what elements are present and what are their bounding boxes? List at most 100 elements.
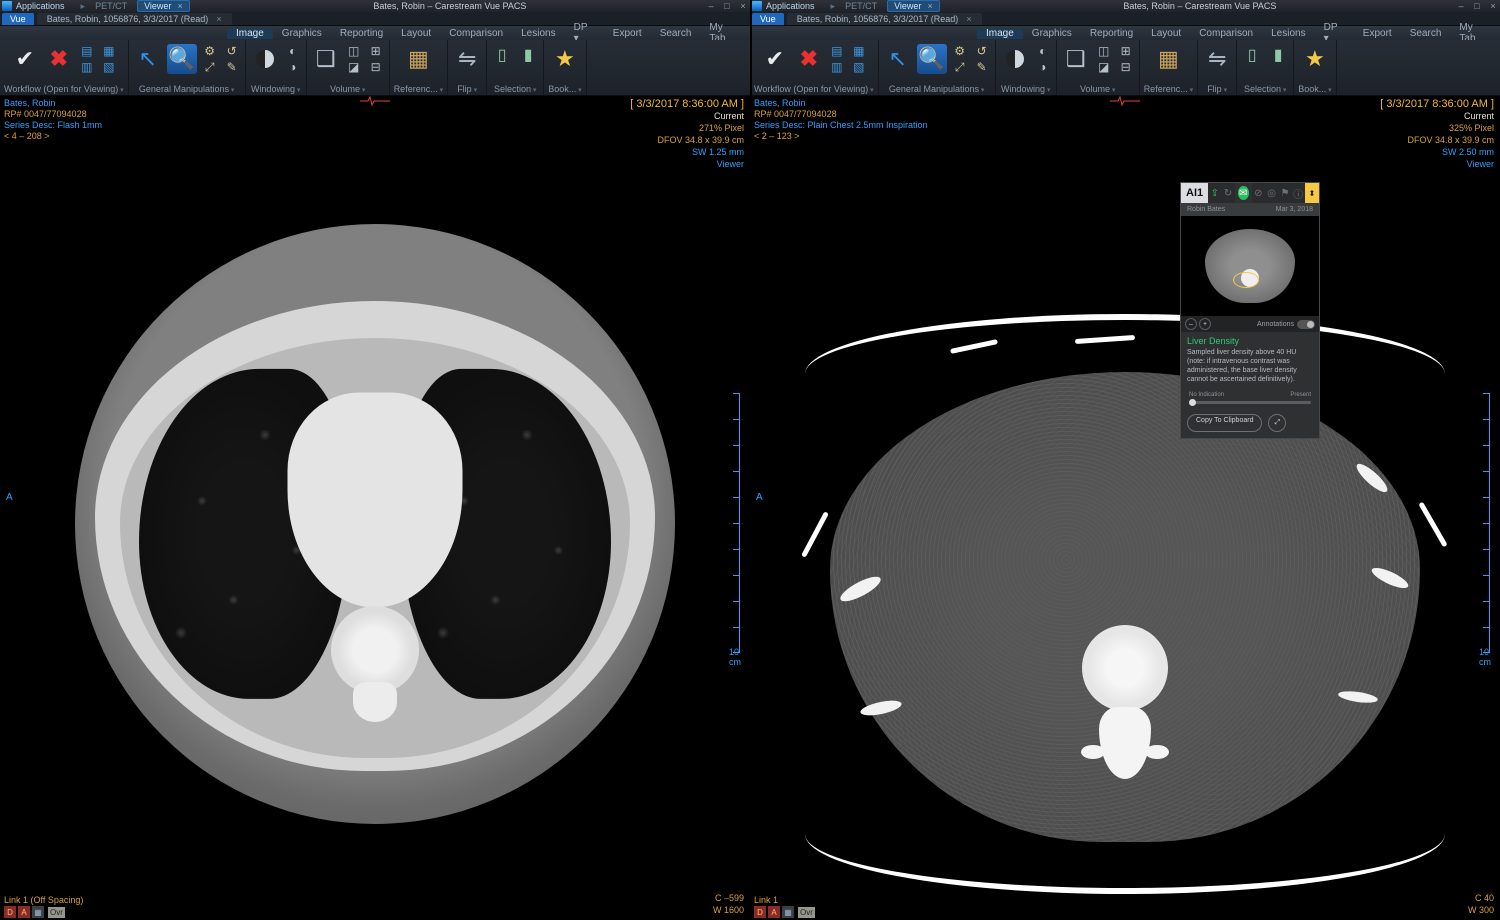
menu-export[interactable]: Export [604, 28, 651, 39]
maximize-button[interactable]: □ [1472, 1, 1482, 11]
minimize-button[interactable]: – [706, 1, 716, 11]
flip-icon[interactable]: ⇋ [452, 44, 482, 74]
image-viewport-right[interactable]: Bates, Robin RP# 0047/77094028 Series De… [750, 96, 1500, 920]
vol4-icon[interactable]: ⊟ [367, 60, 385, 74]
reject-icon[interactable]: ✖ [44, 44, 74, 74]
zoom-icon[interactable]: 🔍 [167, 44, 197, 74]
doc4-icon[interactable]: ▧ [850, 60, 868, 74]
tool1-icon[interactable]: D [4, 906, 16, 918]
doc3-icon[interactable]: ▦ [850, 44, 868, 58]
ai-close-icon[interactable]: ⊘ [1252, 183, 1265, 203]
man3-icon[interactable]: ↺ [973, 44, 991, 58]
ai-thumbnail[interactable] [1181, 216, 1319, 316]
win2-icon[interactable]: ◑ [284, 60, 302, 74]
ai-refresh-icon[interactable]: ↻ [1221, 183, 1234, 203]
doc4-icon[interactable]: ▧ [100, 60, 118, 74]
man2-icon[interactable]: ⤢ [201, 60, 219, 74]
reject-icon[interactable]: ✖ [794, 44, 824, 74]
vol1-icon[interactable]: ◫ [345, 44, 363, 58]
viewer-tab[interactable]: Viewer [137, 0, 190, 12]
image-viewport-left[interactable]: Bates, Robin RP# 0047/77094028 Series De… [0, 96, 750, 920]
win2-icon[interactable]: ◑ [1034, 60, 1052, 74]
man4-icon[interactable]: ✎ [973, 60, 991, 74]
menu-lesions[interactable]: Lesions [1262, 28, 1314, 39]
volume-icon[interactable]: ❑ [1061, 44, 1091, 74]
ai-scope-icon[interactable]: ◎ [1265, 183, 1278, 203]
sel2-icon[interactable]: ▮ [1267, 44, 1289, 66]
vol4-icon[interactable]: ⊟ [1117, 60, 1135, 74]
menu-reporting[interactable]: Reporting [331, 28, 392, 39]
patient-tab[interactable]: Bates, Robin, 1056876, 3/3/2017 (Read) [787, 13, 982, 25]
zoom-icon[interactable]: 🔍 [917, 44, 947, 74]
tool2-icon[interactable]: A [18, 906, 30, 918]
tool2-icon[interactable]: A [768, 906, 780, 918]
ai-zoom-in-icon[interactable]: + [1199, 318, 1211, 330]
ref-icon[interactable]: ▦ [1153, 44, 1183, 74]
bookmark-icon[interactable]: ★ [1300, 44, 1330, 74]
doc2-icon[interactable]: ▥ [828, 60, 846, 74]
close-button[interactable]: × [738, 1, 748, 11]
vue-button[interactable]: Vue [752, 13, 784, 25]
volume-icon[interactable]: ❑ [311, 44, 341, 74]
sel1-icon[interactable]: ▯ [1241, 44, 1263, 66]
vol1-icon[interactable]: ◫ [1095, 44, 1113, 58]
ai-slider-track[interactable] [1189, 401, 1311, 404]
ai-chat-icon[interactable]: ✉ [1238, 186, 1249, 200]
pane-divider[interactable] [750, 0, 752, 920]
contrast-icon[interactable] [250, 44, 280, 74]
menu-export[interactable]: Export [1354, 28, 1401, 39]
patient-tab[interactable]: Bates, Robin, 1056876, 3/3/2017 (Read) [37, 13, 232, 25]
breadcrumb-petct[interactable]: PET/CT [839, 1, 883, 11]
close-button[interactable]: × [1488, 1, 1498, 11]
doc2-icon[interactable]: ▥ [78, 60, 96, 74]
man4-icon[interactable]: ✎ [223, 60, 241, 74]
man1-icon[interactable]: ⚙ [201, 44, 219, 58]
menu-layout[interactable]: Layout [392, 28, 440, 39]
contrast-icon[interactable] [1000, 44, 1030, 74]
vue-button[interactable]: Vue [2, 13, 34, 25]
man3-icon[interactable]: ↺ [223, 44, 241, 58]
applications-menu[interactable]: Applications [766, 1, 815, 11]
menu-search[interactable]: Search [651, 28, 701, 39]
flip-icon[interactable]: ⇋ [1202, 44, 1232, 74]
man1-icon[interactable]: ⚙ [951, 44, 969, 58]
menu-reporting[interactable]: Reporting [1081, 28, 1142, 39]
menu-image[interactable]: Image [977, 28, 1023, 39]
viewer-tab[interactable]: Viewer [887, 0, 940, 12]
pointer-icon[interactable]: ↖ [133, 44, 163, 74]
ai-collapse-icon[interactable]: ⬍ [1305, 183, 1319, 203]
ai-panel[interactable]: AI1 ⇪ ↻ ✉ ⊘ ◎ ⚑ ⓘ ⬍ Robin Bates Mar 3, 2… [1180, 182, 1320, 439]
ai-info-icon[interactable]: ⓘ [1292, 183, 1305, 203]
applications-menu[interactable]: Applications [16, 1, 65, 11]
ref-icon[interactable]: ▦ [403, 44, 433, 74]
win1-icon[interactable]: ◐ [284, 44, 302, 58]
menu-search[interactable]: Search [1401, 28, 1451, 39]
menu-comparison[interactable]: Comparison [1190, 28, 1262, 39]
maximize-button[interactable]: □ [722, 1, 732, 11]
man2-icon[interactable]: ⤢ [951, 60, 969, 74]
vol3-icon[interactable]: ⊞ [367, 44, 385, 58]
ai-zoom-out-icon[interactable]: – [1185, 318, 1197, 330]
tool3-icon[interactable]: ▦ [32, 906, 44, 918]
ai-share-icon[interactable]: ⇪ [1208, 183, 1221, 203]
ai-copy-button[interactable]: Copy To Clipboard [1187, 414, 1262, 432]
menu-image[interactable]: Image [227, 28, 273, 39]
minimize-button[interactable]: – [1456, 1, 1466, 11]
vol2-icon[interactable]: ◪ [345, 60, 363, 74]
doc-icon[interactable]: ▤ [78, 44, 96, 58]
sel1-icon[interactable]: ▯ [491, 44, 513, 66]
breadcrumb-petct[interactable]: PET/CT [89, 1, 133, 11]
doc-icon[interactable]: ▤ [828, 44, 846, 58]
menu-lesions[interactable]: Lesions [512, 28, 564, 39]
vol3-icon[interactable]: ⊞ [1117, 44, 1135, 58]
tool3-icon[interactable]: ▦ [782, 906, 794, 918]
sel2-icon[interactable]: ▮ [517, 44, 539, 66]
bookmark-icon[interactable]: ★ [550, 44, 580, 74]
pointer-icon[interactable]: ↖ [883, 44, 913, 74]
tool1-icon[interactable]: D [754, 906, 766, 918]
ai-confidence-slider[interactable]: No Indication Present [1181, 388, 1319, 410]
doc3-icon[interactable]: ▦ [100, 44, 118, 58]
ai-flag-icon[interactable]: ⚑ [1278, 183, 1291, 203]
menu-graphics[interactable]: Graphics [1023, 28, 1081, 39]
done-icon[interactable]: ✔ [10, 44, 40, 74]
